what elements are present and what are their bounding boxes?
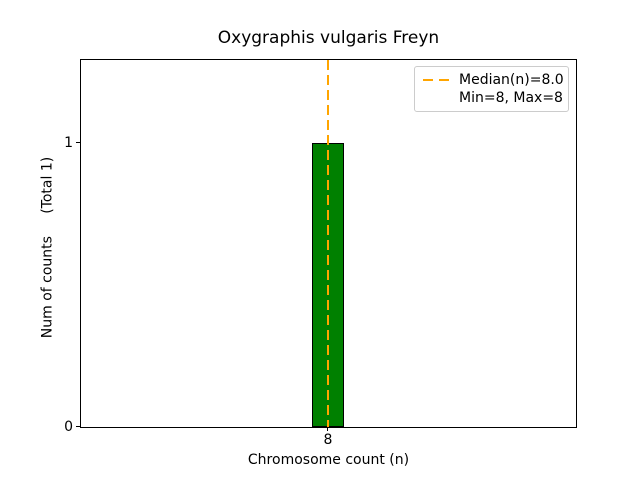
median-dashed-line-swatch (423, 79, 451, 81)
legend-row-minmax: Min=8, Max=8 (423, 89, 563, 107)
y-tick-mark-0 (76, 426, 80, 427)
median-line (327, 60, 329, 427)
y-tick-label-0: 0 (64, 419, 73, 435)
legend-row-median: Median(n)=8.0 (423, 71, 564, 89)
y-axis-label: Num of counts (Total 1) (39, 156, 56, 339)
legend-swatch-spacer (423, 97, 451, 99)
y-tick-label-1: 1 (64, 135, 73, 151)
legend-label-minmax: Min=8, Max=8 (459, 90, 563, 106)
legend-label-median: Median(n)=8.0 (459, 72, 564, 88)
x-tick-label-8: 8 (323, 432, 333, 448)
x-axis-label: Chromosome count (n) (247, 452, 410, 468)
legend: Median(n)=8.0 Min=8, Max=8 (414, 66, 569, 112)
x-tick-mark-8 (327, 427, 328, 431)
y-tick-mark-1 (76, 142, 80, 143)
plot-area: Median(n)=8.0 Min=8, Max=8 (76, 59, 577, 431)
chart-title: Oxygraphis vulgaris Freyn (217, 28, 440, 48)
